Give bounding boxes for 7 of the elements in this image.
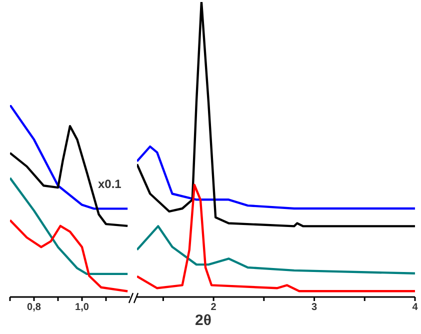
x-tick-label: 4 xyxy=(412,302,418,314)
x-tick-label: 3 xyxy=(311,302,318,314)
x-axis-title: 2θ xyxy=(195,312,212,329)
x-tick-label: 1,0 xyxy=(75,302,90,314)
x-tick-label: 2 xyxy=(210,302,217,314)
x-tick-label: 0,8 xyxy=(27,302,42,314)
annotation: x0.1 xyxy=(98,177,122,191)
